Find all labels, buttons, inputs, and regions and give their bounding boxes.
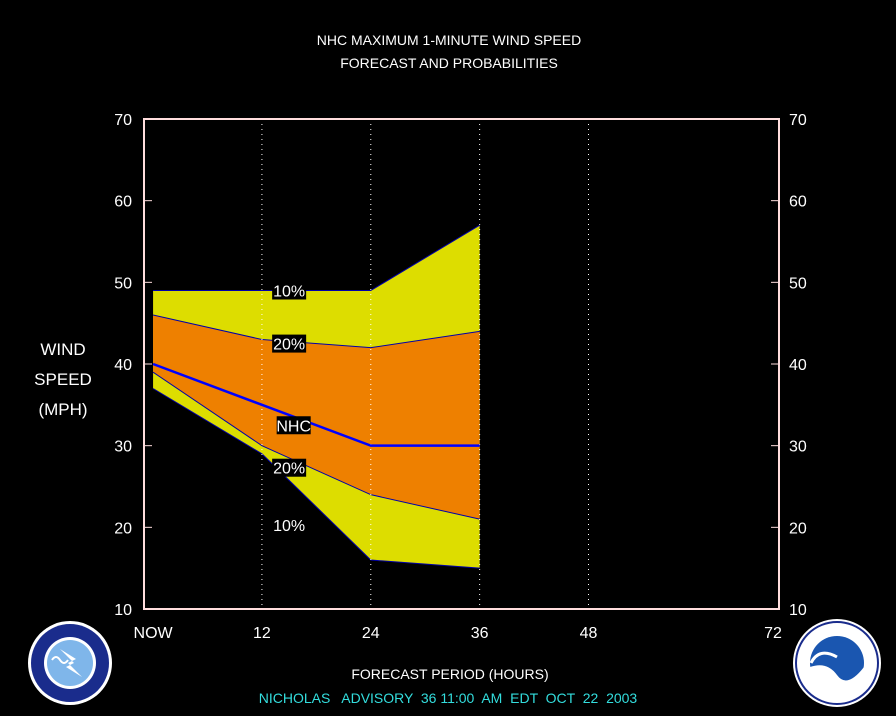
y-tick-label-left-40: 40 [114,357,132,374]
y-tick-label-right-60: 60 [789,194,807,211]
y-tick-label-right-30: 30 [789,439,807,456]
y-axis-ticks: 10 10 20 20 30 30 40 40 50 50 60 60 70 70 [114,112,807,619]
y-axis-label-line-1: WIND [40,340,85,359]
grid-lines [261,119,589,609]
band-0-lower-edge [152,388,480,569]
y-tick-label-left-30: 30 [114,439,132,456]
y-tick-label-left-20: 20 [114,520,132,537]
chart-title-line-1: NHC MAXIMUM 1-MINUTE WIND SPEED [317,32,581,48]
band-label-1: 20% [273,337,305,354]
x-tick-label-now: NOW [134,625,174,642]
band-1-upper-edge [152,314,480,349]
advisory-text: NICHOLAS ADVISORY 36 11:00 AM EDT OCT 22… [259,690,638,706]
x-tick-label-12: 12 [253,625,271,642]
series-line-nhc [152,362,480,447]
y-tick-label-left-50: 50 [114,275,132,292]
nws-logo [28,621,112,705]
y-axis-label-line-3: (MPH) [38,400,87,419]
y-tick-label-right-50: 50 [789,275,807,292]
x-tick-label-48: 48 [580,625,598,642]
band-1 [153,315,480,520]
band-label-bg-0 [272,281,307,300]
band-label-0: 10% [273,284,305,301]
y-tick-label-right-40: 40 [789,357,807,374]
y-axis-label-line-2: SPEED [34,370,92,389]
band-label-bg-3 [272,458,307,477]
band-label-2: NHC [276,418,311,435]
x-tick-label-24: 24 [362,625,380,642]
noaa-logo [793,619,881,707]
band-labels: 10% 20% NHC 20% 10% [272,281,311,535]
y-tick-label-left-70: 70 [114,112,132,129]
band-label-bg-4 [272,515,307,534]
x-tick-label-36: 36 [471,625,489,642]
x-tick-label-72: 72 [764,625,782,642]
band-label-4: 10% [273,518,305,535]
band-1-lower-edge [152,371,480,520]
y-tick-label-left-60: 60 [114,194,132,211]
band-0-upper-edge [153,224,480,291]
y-tick-label-right-10: 10 [789,602,807,619]
band-label-bg-2 [276,416,311,435]
y-tick-label-right-20: 20 [789,520,807,537]
band-label-bg-1 [272,334,307,353]
chart-title-line-2: FORECAST AND PROBABILITIES [340,55,558,71]
probability-bands [152,224,480,569]
y-tick-label-right-70: 70 [789,112,807,129]
band-label-3: 20% [273,461,305,478]
x-axis-label: FORECAST PERIOD (HOURS) [351,666,548,682]
series-lines [152,362,480,447]
x-axis-ticks: NOW 12 24 36 48 72 [134,625,782,642]
y-tick-label-left-10: 10 [114,602,132,619]
